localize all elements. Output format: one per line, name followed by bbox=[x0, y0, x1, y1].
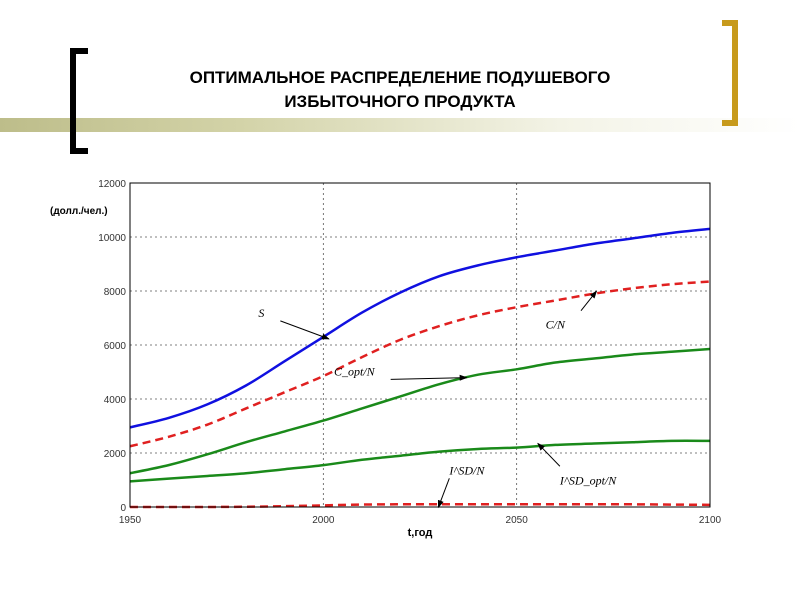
annotation-arrow bbox=[580, 290, 598, 312]
y-tick-label: 4000 bbox=[104, 395, 127, 406]
annotation-arrow bbox=[537, 442, 561, 467]
y-tick-label: 8000 bbox=[104, 287, 127, 298]
y-tick-label: 10000 bbox=[98, 233, 126, 244]
annotation-label: I^SD_opt/N bbox=[559, 473, 617, 487]
y-tick-label: 2000 bbox=[104, 449, 127, 460]
series-line-coptn bbox=[129, 347, 711, 475]
annotation-arrow bbox=[437, 478, 450, 509]
annotation-label: C_opt/N bbox=[334, 364, 376, 378]
annotation-arrow bbox=[390, 374, 468, 381]
series-line-isdoptn bbox=[129, 439, 711, 483]
title-line-2: ИЗБЫТОЧНОГО ПРОДУКТА bbox=[284, 92, 516, 111]
y-axis-label: (долл./чел.) bbox=[50, 206, 108, 217]
annotation-arrow bbox=[280, 320, 330, 340]
x-tick-label: 2000 bbox=[312, 515, 335, 526]
x-tick-label: 2100 bbox=[699, 515, 722, 526]
y-tick-label: 12000 bbox=[98, 179, 126, 190]
annotation-label: S bbox=[258, 306, 264, 320]
series-line-cn bbox=[129, 280, 711, 448]
plot-frame bbox=[129, 182, 711, 508]
y-tick-label: 6000 bbox=[104, 341, 127, 352]
right-bracket bbox=[722, 20, 738, 126]
left-bracket bbox=[70, 48, 88, 154]
x-tick-label: 2050 bbox=[506, 515, 529, 526]
title-line-1: ОПТИМАЛЬНОЕ РАСПРЕДЕЛЕНИЕ ПОДУШЕВОГО bbox=[189, 68, 611, 87]
series-line-s bbox=[129, 227, 711, 429]
annotation-label: C/N bbox=[546, 318, 566, 332]
y-tick-label: 0 bbox=[120, 503, 126, 514]
decorative-band bbox=[0, 118, 800, 132]
x-tick-label: 1950 bbox=[119, 515, 142, 526]
x-axis-label: t,год bbox=[408, 527, 433, 539]
slide-title: ОПТИМАЛЬНОЕ РАСПРЕДЕЛЕНИЕ ПОДУШЕВОГО ИЗБ… bbox=[90, 66, 710, 114]
annotation-label: I^SD/N bbox=[448, 463, 485, 477]
